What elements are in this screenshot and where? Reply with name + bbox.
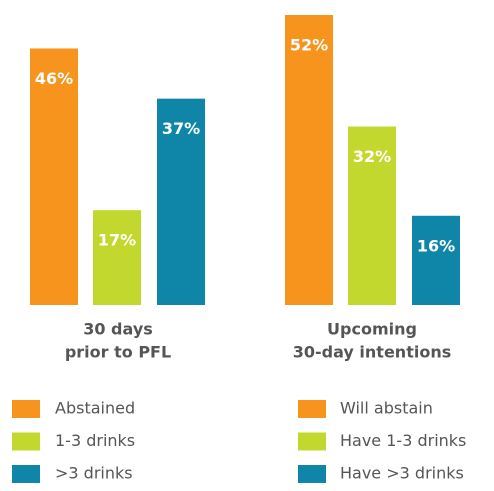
legend-swatch [12,400,40,418]
bar [157,98,205,306]
chart-title: 30 days [83,320,153,339]
chart-title: 30-day intentions [293,343,451,362]
value-label: 32% [353,147,391,166]
legend-label: Will abstain [340,399,433,418]
bar [348,126,396,306]
bar [285,15,333,305]
legend-label: >3 drinks [55,464,133,483]
legend-swatch [298,432,326,451]
legend-label: Have 1-3 drinks [340,431,466,450]
legend-swatch [298,465,326,483]
legend-swatch [298,400,326,418]
value-label: 17% [98,231,136,250]
bar [412,215,460,305]
chart-title: Upcoming [327,320,417,339]
legend-label: Abstained [55,399,135,418]
bar [30,48,78,305]
value-label: 16% [417,236,455,255]
value-label: 37% [162,119,200,138]
legend-swatch [12,465,40,483]
value-label: 46% [35,69,73,88]
value-label: 52% [290,36,328,55]
legend-label: 1-3 drinks [55,431,135,450]
bar [93,210,141,305]
legend-swatch [12,432,40,451]
legend-label: Have >3 drinks [340,464,464,483]
chart-title: prior to PFL [65,343,171,362]
